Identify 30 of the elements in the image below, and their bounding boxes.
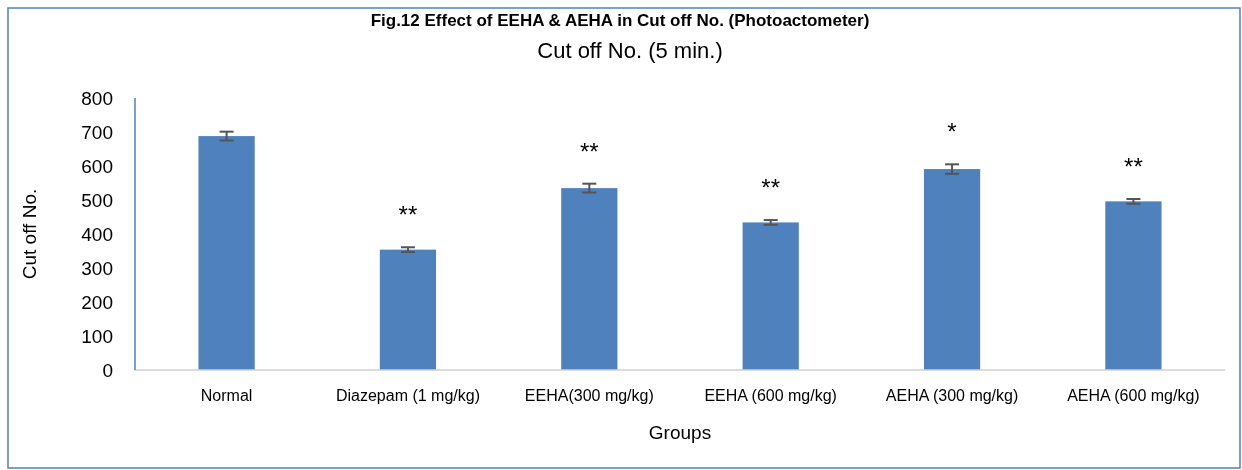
bar — [198, 136, 255, 370]
x-tick-label: AEHA (600 mg/kg) — [1067, 387, 1200, 404]
annotation: ** — [579, 137, 599, 165]
y-tick-label: 300 — [81, 257, 113, 279]
chart-title: Fig.12 Effect of EEHA & AEHA in Cut off No. (Photoactometer) — [370, 11, 870, 30]
bar — [1105, 201, 1162, 370]
x-tick-label: EEHA(300 mg/kg) — [524, 387, 654, 404]
annotation: ** — [1124, 152, 1143, 180]
bar — [742, 222, 799, 370]
y-tick-label: 200 — [81, 291, 113, 313]
annotation: ** — [398, 201, 418, 229]
x-tick-label: AEHA (300 mg/kg) — [885, 387, 1019, 404]
bar — [561, 188, 618, 370]
y-tick-label: 500 — [81, 189, 113, 211]
chart-subtitle: Cut off No. (5 min.) — [537, 38, 723, 63]
y-tick-label: 400 — [81, 223, 113, 245]
y-tick-label: 600 — [81, 155, 113, 177]
bar — [923, 169, 981, 370]
y-axis-title: Cut off No. — [19, 188, 40, 280]
annotation: ** — [761, 174, 781, 202]
x-tick-label: Diazepam (1 mg/kg) — [335, 387, 480, 404]
x-tick-label: Normal — [200, 387, 253, 404]
x-axis-title: Groups — [648, 422, 712, 443]
y-tick-label: 700 — [81, 121, 113, 143]
y-tick-label: 100 — [81, 325, 113, 347]
annotation: * — [947, 118, 957, 146]
bar — [379, 249, 437, 370]
y-tick-label: 800 — [81, 87, 113, 109]
x-tick-label: EEHA (600 mg/kg) — [704, 387, 837, 404]
y-tick-label: 0 — [102, 359, 113, 381]
